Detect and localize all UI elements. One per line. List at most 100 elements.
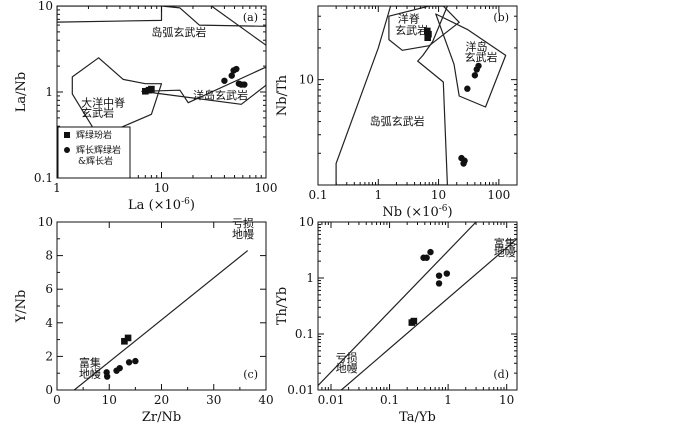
data-point-square-a bbox=[148, 85, 155, 93]
x-axis-label-b: Nb (×10-6) bbox=[382, 204, 452, 220]
x-axis-label-exponent-a: -6 bbox=[181, 197, 190, 207]
y-tick-label-b: 10 bbox=[299, 73, 314, 87]
field-boundary-b-0 bbox=[335, 6, 448, 185]
zone-label-d: 亏损 bbox=[336, 351, 358, 365]
zone-label-b: 玄武岩 bbox=[465, 50, 498, 64]
legend-label: 辉长辉绿岩 bbox=[76, 144, 121, 156]
y-axis-label-c: Y/Nb bbox=[14, 290, 29, 324]
zone-label-b: 岛弧玄武岩 bbox=[370, 114, 425, 128]
x-tick-label-c: 30 bbox=[206, 393, 221, 407]
x-tick-label-a: 1 bbox=[53, 181, 61, 195]
x-axis-label-d: Ta/Yb bbox=[399, 410, 436, 424]
zone-label-c: 亏损 bbox=[232, 216, 254, 230]
zone-label-c: 地幔 bbox=[79, 367, 101, 380]
y-axis-label-b: Nb/Th bbox=[275, 74, 290, 116]
x-tick-label-c: 20 bbox=[154, 393, 169, 407]
field-boundary-b-1 bbox=[388, 6, 460, 51]
data-point-circle-b bbox=[475, 62, 482, 70]
x-tick-label-b: 10 bbox=[431, 188, 446, 202]
field-boundary-a-0 bbox=[57, 6, 266, 46]
y-tick-label-a: 1 bbox=[45, 85, 53, 99]
y-tick-label-a: 10 bbox=[38, 0, 53, 13]
x-tick-label-d: 10 bbox=[499, 393, 514, 407]
data-point-circle-b bbox=[460, 160, 467, 167]
zone-label-a: 洋岛玄武岩 bbox=[193, 88, 248, 102]
y-tick-label-c: 2 bbox=[45, 349, 53, 363]
plot-frame-a bbox=[56, 5, 267, 179]
zone-label-a: 玄武岩 bbox=[81, 105, 114, 119]
x-tick-label-a: 10 bbox=[154, 181, 169, 195]
x-tick-label-d: 0.01 bbox=[318, 393, 345, 407]
x-axis-label-close-b: ) bbox=[448, 205, 453, 220]
boundary-line-c-0 bbox=[73, 250, 249, 390]
y-tick-label-c: 6 bbox=[45, 282, 53, 296]
y-tick-label-d: 0.1 bbox=[295, 327, 314, 341]
data-point-circle-a bbox=[228, 72, 235, 79]
y-tick-label-d: 10 bbox=[299, 215, 314, 229]
x-tick-label-b: 0.1 bbox=[308, 188, 327, 202]
x-tick-label-c: 10 bbox=[102, 393, 117, 407]
data-point-circle-d bbox=[427, 248, 434, 256]
zone-label-c: 地幔 bbox=[232, 228, 254, 241]
y-tick-label-d: 1 bbox=[306, 271, 314, 285]
plot-area-b bbox=[335, 6, 507, 185]
zone-label-d: 地幔 bbox=[494, 246, 516, 259]
x-axis-label-exponent-b: -6 bbox=[439, 204, 448, 214]
x-tick-label-c: 0 bbox=[53, 393, 61, 407]
data-point-circle-a bbox=[221, 77, 228, 84]
data-point-circle-d bbox=[443, 270, 451, 277]
x-tick-label-d: 1 bbox=[444, 393, 452, 407]
legend-marker-square bbox=[64, 132, 70, 138]
legend-label: &辉长岩 bbox=[78, 155, 113, 167]
zone-label-b: 玄武岩 bbox=[395, 23, 428, 37]
field-boundary-a-2 bbox=[141, 66, 266, 105]
plot-area-d bbox=[318, 222, 517, 390]
y-tick-label-c: 8 bbox=[45, 249, 53, 263]
x-axis-label-c: Zr/Nb bbox=[142, 410, 181, 424]
plot-frame-c bbox=[56, 221, 267, 391]
data-point-circle-d bbox=[423, 254, 430, 261]
boundary-line-d-1 bbox=[340, 238, 517, 390]
zone-label-d: 富集 bbox=[494, 236, 516, 250]
zone-label-d: 地幔 bbox=[336, 362, 358, 375]
zone-label-b: 洋脊 bbox=[398, 11, 420, 25]
plot-frame-d bbox=[317, 221, 518, 391]
y-tick-label-c: 4 bbox=[45, 316, 53, 330]
zone-label-b: 洋岛 bbox=[466, 39, 488, 53]
data-point-circle-b bbox=[464, 85, 471, 92]
data-point-circle-a bbox=[241, 81, 248, 88]
y-axis-label-a: La/Nb bbox=[14, 72, 29, 112]
plot-area-a bbox=[57, 6, 266, 138]
plot-area-c bbox=[73, 250, 249, 390]
data-point-circle-c bbox=[116, 364, 123, 372]
data-point-circle-b bbox=[471, 72, 479, 79]
x-tick-label-b: 100 bbox=[487, 188, 510, 202]
data-point-circle-c bbox=[125, 359, 133, 366]
x-axis-label-a: La (×10-6) bbox=[128, 197, 195, 213]
zone-label-a: 岛弧玄武岩 bbox=[151, 25, 206, 39]
boundary-line-d-0 bbox=[318, 222, 477, 386]
data-point-square-c bbox=[121, 337, 128, 345]
y-axis-label-d: Th/Yb bbox=[275, 287, 290, 325]
zone-label-a: 大洋中脊 bbox=[81, 95, 125, 109]
x-tick-label-c: 40 bbox=[258, 393, 273, 407]
panel-label-a: (a) bbox=[243, 11, 258, 24]
data-point-circle-d bbox=[435, 280, 443, 287]
x-tick-label-d: 0.1 bbox=[380, 393, 399, 407]
data-point-square-b bbox=[424, 34, 431, 42]
panel-label-b: (b) bbox=[493, 11, 509, 24]
data-point-circle-c bbox=[103, 373, 111, 380]
data-point-circle-d bbox=[435, 272, 443, 279]
y-tick-label-a: 0.1 bbox=[34, 171, 53, 185]
data-point-square-a bbox=[142, 87, 149, 95]
legend-marker-circle bbox=[64, 147, 70, 153]
x-axis-label-close-a: ) bbox=[190, 198, 195, 213]
x-tick-label-b: 1 bbox=[374, 188, 382, 202]
y-tick-label-d: 0.01 bbox=[287, 383, 314, 397]
data-point-circle-a bbox=[233, 65, 240, 73]
